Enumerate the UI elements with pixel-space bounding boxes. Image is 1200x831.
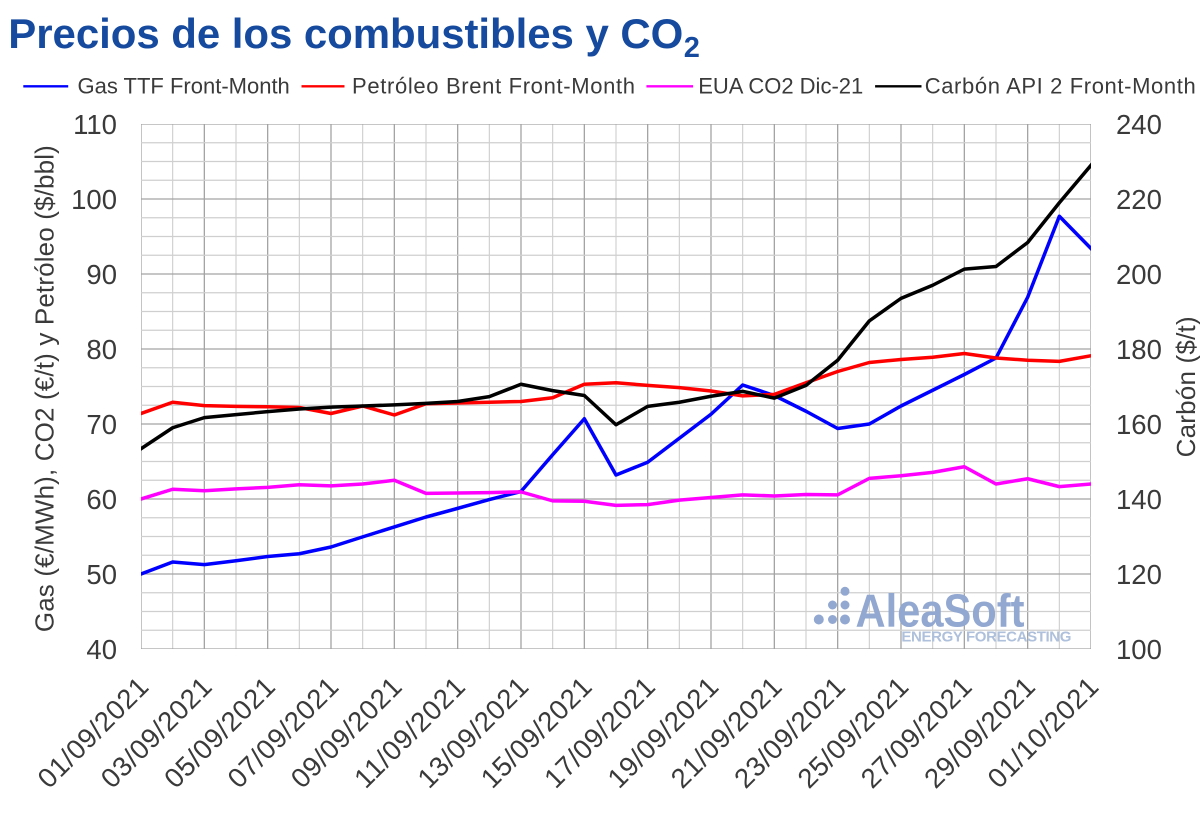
svg-text:140: 140	[1116, 484, 1162, 515]
svg-text:60: 60	[86, 484, 117, 515]
svg-text:Carbón ($/t): Carbón ($/t)	[1171, 316, 1200, 457]
svg-text:100: 100	[71, 184, 117, 215]
svg-text:70: 70	[86, 409, 117, 440]
svg-text:160: 160	[1116, 409, 1162, 440]
svg-text:Precios de los combustibles y: Precios de los combustibles y CO	[8, 10, 683, 57]
svg-text:120: 120	[1116, 559, 1162, 590]
svg-text:90: 90	[86, 259, 117, 290]
svg-text:ENERGY FORECASTING: ENERGY FORECASTING	[901, 628, 1071, 645]
svg-text:80: 80	[86, 334, 117, 365]
svg-text:Petróleo Brent Front-Month: Petróleo Brent Front-Month	[352, 73, 635, 98]
svg-text:AleaSoft: AleaSoft	[856, 584, 1025, 636]
svg-text:50: 50	[86, 559, 117, 590]
svg-text:110: 110	[73, 109, 117, 140]
svg-text:Gas (€/MWh), CO2 (€/t) y Petr: Gas (€/MWh), CO2 (€/t) y Petróleo ($/bbl…	[29, 145, 59, 632]
svg-text:Gas TTF Front-Month: Gas TTF Front-Month	[78, 73, 290, 98]
svg-text:100: 100	[1116, 634, 1162, 665]
svg-text:EUA CO2 Dic-21: EUA CO2 Dic-21	[698, 73, 863, 98]
svg-text:40: 40	[86, 634, 117, 665]
svg-text:Carbón API 2 Front-Month: Carbón API 2 Front-Month	[925, 73, 1196, 98]
svg-text:200: 200	[1116, 259, 1162, 290]
svg-text:240: 240	[1116, 109, 1162, 140]
svg-text:220: 220	[1116, 184, 1162, 215]
svg-text:2: 2	[684, 32, 700, 64]
svg-text:180: 180	[1116, 334, 1162, 365]
